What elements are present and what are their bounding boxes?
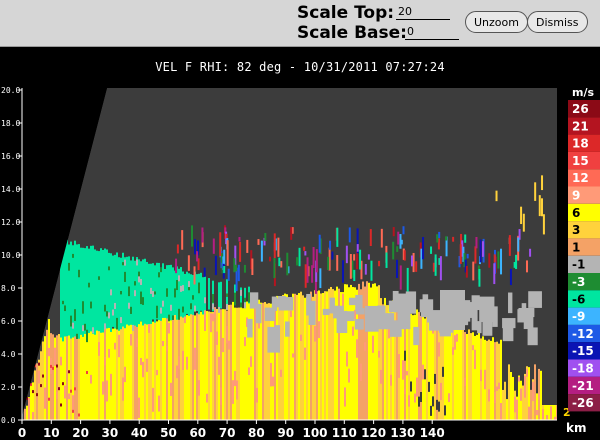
colorbar-swatch xyxy=(568,376,600,395)
colorbar-label: 3 xyxy=(572,223,580,237)
colorbar-label: 6 xyxy=(572,206,580,220)
y-tick-label: 18.0 xyxy=(1,119,20,128)
colorbar-label: -15 xyxy=(572,344,594,358)
colorbar-swatch xyxy=(568,359,600,377)
colorbar-label: -3 xyxy=(572,275,585,289)
x-unit-label: km xyxy=(566,421,586,435)
colorbar-label: -1 xyxy=(572,258,585,272)
colorbar-swatch xyxy=(568,394,600,412)
y-tick-label: 20.0 xyxy=(1,86,20,95)
colorbar-label: 26 xyxy=(572,102,589,116)
colorbar-label: 12 xyxy=(572,171,589,185)
colorbar: 26 21 18 15 12 9 6 3 1 -1 -3 -6 -9 -12 -15 -18 -21 -26 xyxy=(568,100,600,412)
y-tick-label: 2.0 xyxy=(1,383,16,392)
colorbar-swatch xyxy=(568,221,600,239)
colorbar-label: -26 xyxy=(572,396,594,410)
colorbar-swatch xyxy=(568,290,600,308)
y-tick-label: 4.0 xyxy=(1,350,16,359)
y-tick-labels: 0.0 2.0 4.0 6.0 8.0 10.0 12.0 14.0 16.0 18.0 20.0 xyxy=(1,86,22,425)
x-tick-label: 100 xyxy=(302,426,327,440)
toolbar: Scale Top: Scale Base: Unzoom Dismiss xyxy=(0,0,600,47)
y-tick-label: 8.0 xyxy=(1,284,16,293)
colorbar-swatch xyxy=(568,324,600,343)
colorbar-unit: m/s xyxy=(572,86,594,99)
colorbar-label: 15 xyxy=(572,154,589,168)
colorbar-swatch xyxy=(568,117,600,135)
scale-top-input[interactable] xyxy=(396,4,450,20)
x-tick-label: 130 xyxy=(390,426,415,440)
x-tick-label: 140 xyxy=(420,426,445,440)
colorbar-label: 18 xyxy=(572,137,589,151)
dismiss-button[interactable]: Dismiss xyxy=(527,11,588,33)
colorbar-swatch xyxy=(568,203,600,222)
x-tick-label: 0 xyxy=(18,426,26,440)
corner-mark: 2 xyxy=(563,406,571,419)
x-tick-label: 10 xyxy=(43,426,60,440)
colorbar-swatch xyxy=(568,100,600,118)
y-tick-label: 10.0 xyxy=(1,251,20,260)
x-tick-label: 40 xyxy=(131,426,148,440)
scale-top-label: Scale Top: xyxy=(297,3,395,23)
colorbar-swatch xyxy=(568,255,600,273)
colorbar-label: -21 xyxy=(572,379,594,393)
colorbar-swatch xyxy=(568,169,600,187)
velocity-field xyxy=(22,175,557,420)
x-tick-label: 70 xyxy=(219,426,236,440)
y-tick-label: 14.0 xyxy=(1,185,20,194)
x-tick-label: 80 xyxy=(248,426,265,440)
scale-base-label: Scale Base: xyxy=(297,23,407,43)
colorbar-swatch xyxy=(568,273,600,291)
colorbar-swatch xyxy=(568,151,600,170)
colorbar-label: -18 xyxy=(572,362,594,376)
colorbar-label: 9 xyxy=(572,189,580,203)
colorbar-label: 1 xyxy=(572,240,580,254)
colorbar-label: -9 xyxy=(572,310,585,324)
colorbar-swatch xyxy=(568,134,600,152)
colorbar-label: -6 xyxy=(572,292,585,306)
unscanned-wedge xyxy=(22,88,107,416)
unzoom-button[interactable]: Unzoom xyxy=(465,11,528,33)
plot-title: VEL F RHI: 82 deg - 10/31/2011 07:27:24 xyxy=(155,60,445,74)
y-tick-label: 0.0 xyxy=(1,416,16,425)
x-tick-label: 110 xyxy=(332,426,357,440)
colorbar-swatch xyxy=(568,342,600,360)
colorbar-label: -12 xyxy=(572,327,594,341)
y-tick-label: 16.0 xyxy=(1,152,20,161)
scale-base-input[interactable] xyxy=(405,24,459,40)
x-tick-label: 120 xyxy=(361,426,386,440)
colorbar-swatch xyxy=(568,307,600,325)
x-tick-labels: 0 10 20 30 40 50 60 70 80 90 100 110 120 130 140 xyxy=(18,420,445,440)
x-tick-label: 60 xyxy=(189,426,206,440)
x-tick-label: 90 xyxy=(277,426,294,440)
x-tick-label: 20 xyxy=(72,426,89,440)
colorbar-swatch xyxy=(568,238,600,256)
colorbar-label: 21 xyxy=(572,119,589,133)
x-tick-label: 30 xyxy=(102,426,119,440)
colorbar-swatch xyxy=(568,186,600,204)
y-tick-label: 12.0 xyxy=(1,218,20,227)
y-tick-label: 6.0 xyxy=(1,317,16,326)
x-tick-label: 50 xyxy=(160,426,177,440)
